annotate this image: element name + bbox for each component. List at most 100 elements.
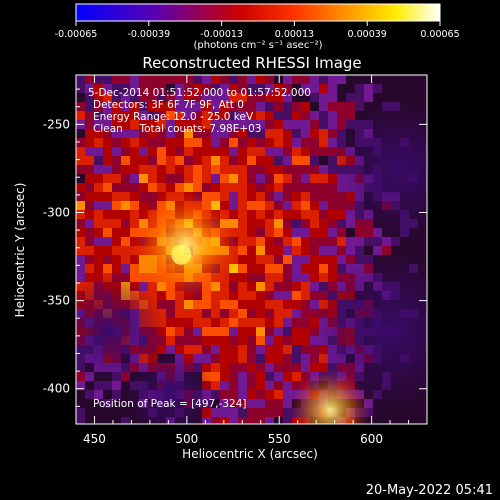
heatmap-cell	[283, 237, 292, 246]
heatmap-cell	[265, 381, 274, 390]
heatmap-cell	[238, 336, 247, 345]
heatmap-cell	[265, 210, 274, 219]
heatmap-cell	[400, 417, 409, 424]
heatmap-cell	[364, 93, 373, 102]
heatmap-cell	[229, 129, 238, 138]
heatmap-cell	[139, 147, 148, 156]
heatmap-cell	[328, 93, 337, 102]
heatmap-cell	[220, 372, 229, 381]
heatmap-cell	[283, 345, 292, 354]
heatmap-cell	[283, 75, 292, 84]
heatmap-cell	[328, 84, 337, 93]
heatmap-cell	[256, 111, 265, 120]
heatmap-cell	[310, 201, 319, 210]
heatmap-cell	[229, 138, 238, 147]
heatmap-cell	[76, 147, 85, 156]
heatmap-cell	[238, 345, 247, 354]
heatmap-cell	[328, 255, 337, 264]
heatmap-cell	[247, 264, 256, 273]
heatmap-cell	[85, 102, 94, 111]
heatmap-cell	[238, 318, 247, 327]
heatmap-cell	[157, 147, 166, 156]
heatmap-cell	[328, 120, 337, 129]
heatmap-cell	[112, 408, 121, 417]
heatmap-cell	[112, 399, 121, 408]
heatmap-cell	[310, 219, 319, 228]
heatmap-cell	[319, 138, 328, 147]
heatmap-cell	[184, 165, 193, 174]
heatmap-cell	[211, 102, 220, 111]
heatmap-cell	[256, 327, 265, 336]
heatmap-cell	[310, 363, 319, 372]
heatmap-cell	[211, 174, 220, 183]
heatmap-cell	[238, 372, 247, 381]
heatmap-cell	[256, 372, 265, 381]
heatmap-cell	[310, 183, 319, 192]
peak-marker	[171, 244, 192, 265]
heatmap-cell	[346, 93, 355, 102]
heatmap-cell	[76, 408, 85, 417]
heatmap-cell	[283, 138, 292, 147]
heatmap-cell	[166, 75, 175, 84]
heatmap-cell	[184, 147, 193, 156]
heatmap-cell	[256, 246, 265, 255]
heatmap-cell	[292, 192, 301, 201]
heatmap-cell	[175, 327, 184, 336]
heatmap-cell	[229, 156, 238, 165]
heatmap-cell	[130, 174, 139, 183]
heatmap-cell	[220, 138, 229, 147]
heatmap-cell	[355, 228, 364, 237]
heatmap-cell	[229, 120, 238, 129]
heatmap-cell	[247, 210, 256, 219]
heatmap-cell	[301, 165, 310, 174]
heatmap-cell	[184, 300, 193, 309]
heatmap-cell	[256, 408, 265, 417]
heatmap-cell	[130, 147, 139, 156]
heatmap-cell	[94, 381, 103, 390]
heatmap-cell	[274, 192, 283, 201]
heatmap-cell	[238, 309, 247, 318]
heatmap-cell	[274, 282, 283, 291]
heatmap-cell	[211, 156, 220, 165]
heatmap-cell	[409, 93, 418, 102]
heatmap-cell	[319, 120, 328, 129]
heatmap-cell	[256, 174, 265, 183]
heatmap-cell	[274, 246, 283, 255]
heatmap-cell	[220, 300, 229, 309]
heatmap-cell	[265, 282, 274, 291]
heatmap-cell	[112, 219, 121, 228]
heatmap-cell	[292, 93, 301, 102]
heatmap-cell	[121, 408, 130, 417]
heatmap-cell	[229, 372, 238, 381]
heatmap-cell	[319, 147, 328, 156]
heatmap-cell	[121, 228, 130, 237]
heatmap-cell	[274, 174, 283, 183]
heatmap-cell	[400, 75, 409, 84]
heatmap-cell	[166, 300, 175, 309]
heatmap-cell	[175, 174, 184, 183]
heatmap-cell	[85, 75, 94, 84]
heatmap-cell	[220, 111, 229, 120]
heatmap-cell	[310, 138, 319, 147]
heatmap-cell	[265, 183, 274, 192]
heatmap-cell	[130, 264, 139, 273]
heatmap-cell	[337, 84, 346, 93]
heatmap-cell	[103, 156, 112, 165]
heatmap-cell	[247, 291, 256, 300]
heatmap-cell	[166, 165, 175, 174]
heatmap-cell	[94, 264, 103, 273]
heatmap-cell	[301, 93, 310, 102]
heatmap-cell	[310, 75, 319, 84]
heatmap-cell	[85, 237, 94, 246]
heatmap-cell	[355, 93, 364, 102]
heatmap-cell	[139, 129, 148, 138]
heatmap-cell	[265, 219, 274, 228]
heatmap-cell	[103, 417, 112, 424]
heatmap-cell	[184, 84, 193, 93]
heatmap-cell	[76, 237, 85, 246]
heatmap-cell	[265, 138, 274, 147]
heatmap-cell	[292, 255, 301, 264]
heatmap-cell	[355, 237, 364, 246]
heatmap-cell	[310, 120, 319, 129]
